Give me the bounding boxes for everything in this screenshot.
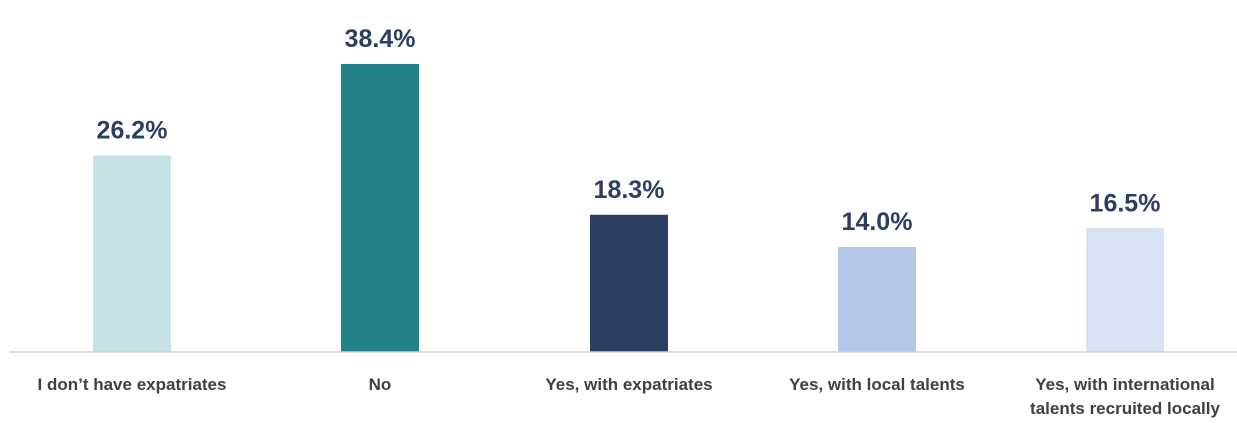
category-label-0-line-0: I don’t have expatriates <box>38 375 227 394</box>
bar-0 <box>93 155 171 352</box>
value-label-1: 38.4% <box>345 25 416 53</box>
category-label-1-line-0: No <box>369 375 392 394</box>
category-label-4-line-0: Yes, with international <box>1035 375 1214 394</box>
value-label-2: 18.3% <box>594 176 665 204</box>
bars-layer <box>93 64 1164 352</box>
category-label-1: No <box>369 375 392 394</box>
category-label-4-line-1: talents recruited locally <box>1030 399 1220 418</box>
category-label-0: I don’t have expatriates <box>38 375 227 394</box>
category-label-2: Yes, with expatriates <box>545 375 712 394</box>
category-label-2-line-0: Yes, with expatriates <box>545 375 712 394</box>
category-label-3: Yes, with local talents <box>789 375 965 394</box>
category-label-4: Yes, with international talents recruited… <box>1030 375 1220 418</box>
bar-2 <box>590 214 668 352</box>
bar-3 <box>838 247 916 352</box>
value-label-4: 16.5% <box>1090 189 1161 217</box>
bar-4 <box>1086 228 1164 352</box>
value-label-3: 14.0% <box>842 208 913 236</box>
bar-1 <box>341 64 419 352</box>
value-labels-layer: 26.2% 38.4% 18.3% 14.0% 16.5% <box>97 25 1161 236</box>
category-label-3-line-0: Yes, with local talents <box>789 375 965 394</box>
category-labels-layer: I don’t have expatriates No Yes, with expa… <box>38 375 1221 418</box>
value-label-0: 26.2% <box>97 117 168 145</box>
